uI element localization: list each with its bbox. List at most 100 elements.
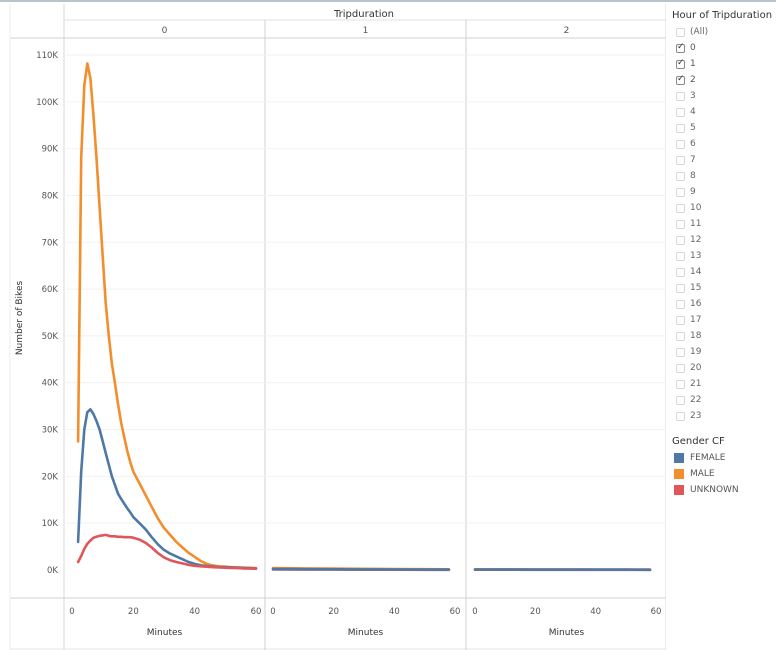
checkbox[interactable] [676,107,685,117]
filter-item-21[interactable]: 21 [676,376,708,392]
x-tick-label: 40 [590,607,601,617]
filter-item-label: 11 [690,219,702,229]
hour-filter-title: Hour of Tripduration [672,10,773,21]
y-tick-label: 70K [42,238,59,248]
filter-item-15[interactable]: 15 [676,280,708,296]
y-tick-label: 40K [42,379,59,389]
x-tick-label: 60 [450,607,461,617]
filter-item-4[interactable]: 4 [676,104,708,120]
filter-item-label: 21 [690,379,702,389]
filter-item-label: 12 [690,235,702,245]
filter-item-18[interactable]: 18 [676,328,708,344]
checkbox[interactable] [676,155,685,165]
series-line-unknown-panel-0 [76,533,258,570]
checkbox[interactable] [676,347,685,357]
y-tick-label: 50K [42,332,59,342]
filter-item-9[interactable]: 9 [676,184,708,200]
filter-item-16[interactable]: 16 [676,296,708,312]
checkbox[interactable] [676,363,685,373]
checkbox[interactable] [676,203,685,213]
checkbox[interactable] [676,74,685,85]
filter-item-8[interactable]: 8 [676,168,708,184]
filter-item-label: 13 [690,251,702,261]
y-tick-label: 80K [42,191,59,201]
x-tick-label: 0 [69,607,74,617]
x-axis-title: Minutes [348,628,384,638]
filter-item-20[interactable]: 20 [676,360,708,376]
filter-item-label: 4 [690,107,696,117]
legend-swatch [674,453,684,463]
y-tick-label: 30K [42,426,59,436]
legend-label: UNKNOWN [690,485,739,495]
filter-item-label: 22 [690,395,702,405]
filter-item-label: 10 [690,203,702,213]
filter-item-5[interactable]: 5 [676,120,708,136]
checkbox[interactable] [676,315,685,325]
filter-item-7[interactable]: 7 [676,152,708,168]
legend-item-male[interactable]: MALE [674,466,739,482]
filter-item-label: 16 [690,299,702,309]
filter-item-label: 5 [690,123,696,133]
top-rule [0,0,776,2]
checkbox[interactable] [676,299,685,309]
filter-item-17[interactable]: 17 [676,312,708,328]
filter-item-all[interactable]: (All) [676,24,708,40]
checkbox[interactable] [676,411,685,421]
checkbox[interactable] [676,235,685,245]
filter-item-6[interactable]: 6 [676,136,708,152]
x-tick-label: 20 [530,607,541,617]
filter-item-label: (All) [690,27,709,37]
checkbox[interactable] [676,283,685,293]
checkbox[interactable] [676,58,685,69]
y-tick-label: 20K [42,472,59,482]
x-tick-label: 40 [189,607,200,617]
filter-item-11[interactable]: 11 [676,216,708,232]
filter-item-22[interactable]: 22 [676,392,708,408]
gender-legend: FEMALE MALE UNKNOWN [674,450,739,498]
filter-item-label: 9 [690,187,696,197]
legend-item-unknown[interactable]: UNKNOWN [674,482,739,498]
filter-item-label: 3 [690,91,696,101]
filter-item-label: 7 [690,155,696,165]
panel-header-label: 0 [162,26,168,36]
panel-header-label: 1 [363,26,369,36]
y-tick-label: 110K [36,51,58,61]
filter-item-12[interactable]: 12 [676,232,708,248]
legend-label: FEMALE [690,453,726,463]
y-tick-label: 90K [42,145,59,155]
filter-item-10[interactable]: 10 [676,200,708,216]
filter-item-13[interactable]: 13 [676,248,708,264]
checkbox[interactable] [676,187,685,197]
series-line-male-panel-0 [76,62,258,570]
chart: 0K 10K 20K 30K 40K 50K 60K 70K 80K 90K 100K 110K 0 0 2… [9,4,666,650]
legend-swatch [674,485,684,495]
checkbox[interactable] [676,27,685,37]
checkbox[interactable] [676,139,685,149]
x-axis-title: Minutes [549,628,585,638]
checkbox[interactable] [676,331,685,341]
checkbox[interactable] [676,379,685,389]
y-tick-label: 100K [36,98,58,108]
panel-header-label: 2 [564,26,570,36]
filter-item-3[interactable]: 3 [676,88,708,104]
legend-item-female[interactable]: FEMALE [674,450,739,466]
filter-item-0[interactable]: 0 [676,40,708,56]
checkbox[interactable] [676,91,685,101]
filter-item-23[interactable]: 23 [676,408,708,424]
series-line-female-panel-0 [76,408,258,570]
filter-item-label: 8 [690,171,696,181]
checkbox[interactable] [676,171,685,181]
filter-item-14[interactable]: 14 [676,264,708,280]
checkbox[interactable] [676,267,685,277]
checkbox[interactable] [676,251,685,261]
filter-item-label: 0 [690,43,696,53]
filter-item-1[interactable]: 1 [676,56,708,72]
checkbox[interactable] [676,123,685,133]
checkbox[interactable] [676,219,685,229]
checkbox[interactable] [676,395,685,405]
checkbox[interactable] [676,42,685,53]
filter-item-2[interactable]: 2 [676,72,708,88]
filter-item-19[interactable]: 19 [676,344,708,360]
legend-label: MALE [690,469,715,479]
filter-item-label: 23 [690,411,702,421]
